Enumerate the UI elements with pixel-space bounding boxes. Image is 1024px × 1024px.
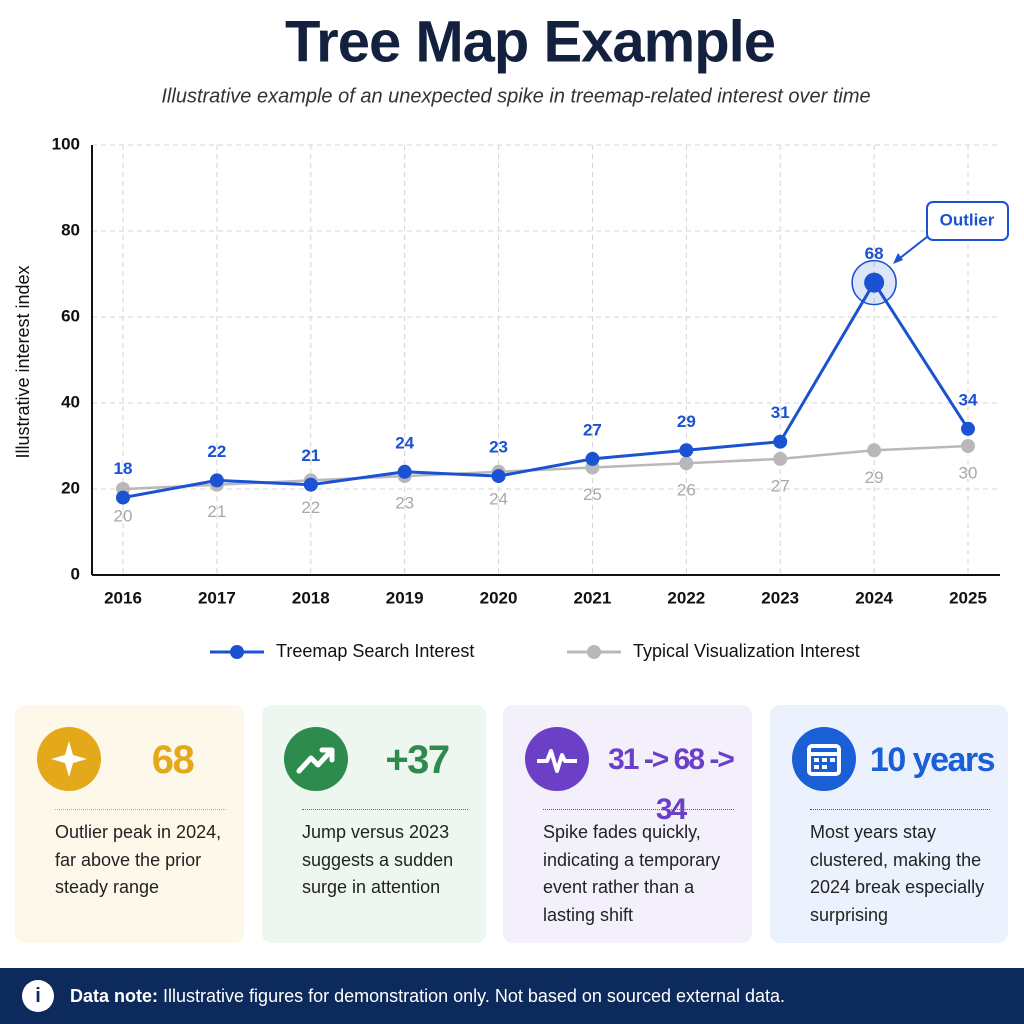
divider (543, 809, 734, 810)
icon (284, 727, 348, 791)
highlight-point (864, 272, 885, 293)
data-point (116, 490, 130, 505)
card-value: 10 years (869, 741, 996, 779)
data-label: 30 (959, 463, 978, 482)
annotation-text: Outlier (940, 210, 995, 229)
data-label: 22 (301, 498, 320, 517)
icon (37, 727, 101, 791)
data-label: 31 (771, 403, 790, 422)
data-label: 21 (301, 446, 320, 465)
y-axis-label: Illustrative interest index (13, 265, 33, 458)
data-point (303, 477, 318, 492)
x-tick-label: 2025 (949, 588, 987, 607)
data-point (773, 451, 788, 466)
data-label: 29 (677, 412, 696, 431)
card-text: Most years stay clustered, making the 20… (810, 822, 985, 925)
data-label: 23 (489, 438, 508, 457)
data-point (867, 443, 882, 458)
x-tick-label: 2024 (855, 588, 893, 607)
x-tick-label: 2018 (292, 588, 330, 607)
legend-marker (587, 645, 601, 659)
card-text: Outlier peak in 2024, far above the prio… (55, 822, 222, 897)
x-tick-label: 2020 (480, 588, 518, 607)
legend-label: Typical Visualization Interest (633, 641, 860, 661)
x-tick-label: 2021 (574, 588, 612, 607)
card-value: 68 (151, 738, 195, 782)
card: 31 -> 68 -> 34 Spike fades quickly, indi… (503, 705, 752, 943)
y-tick-label: 40 (61, 392, 80, 411)
data-label: 21 (207, 502, 226, 521)
note: Data note: Illustrative figures for demo… (70, 986, 785, 1007)
x-tick-label: 2016 (104, 588, 142, 607)
note-label: Data note: (70, 986, 159, 1006)
icon (792, 727, 856, 791)
data-label: 24 (395, 433, 414, 452)
data-point (961, 421, 975, 436)
x-tick-label: 2019 (386, 588, 424, 607)
y-tick-label: 20 (61, 478, 80, 497)
divider (810, 809, 990, 810)
data-label: 68 (865, 244, 884, 263)
x-tick-label: 2023 (761, 588, 799, 607)
data-label: 27 (583, 420, 602, 439)
card-value: 31 -> 68 -> 34 (608, 743, 735, 826)
data-label: 26 (677, 481, 696, 500)
data-point (961, 439, 975, 453)
chart-title: Tree Map Example (285, 9, 775, 74)
annotation-arrow (894, 232, 933, 263)
divider (302, 809, 468, 810)
data-point (585, 451, 600, 466)
card-text: Spike fades quickly, indicating a tempor… (543, 822, 721, 925)
chart: Tree Map Example Illustrative example of… (13, 9, 1009, 661)
data-point (773, 434, 788, 449)
icon (525, 727, 589, 791)
card: +37 Jump versus 2023 suggests a sudden s… (262, 705, 486, 943)
data-label: 18 (114, 459, 133, 478)
data-label: 22 (207, 442, 226, 461)
data-label: 27 (771, 476, 790, 495)
y-tick-label: 0 (71, 564, 80, 583)
card: 10 years Most years stay clustered, maki… (770, 705, 1008, 943)
chart-subtitle: Illustrative example of an unexpected sp… (161, 85, 870, 107)
note-bar: i Data note: Illustrative figures for de… (0, 968, 1024, 1024)
data-point (397, 464, 412, 479)
legend-marker (230, 645, 244, 659)
data-label: 20 (114, 506, 133, 525)
data-label: 23 (395, 494, 414, 513)
card: 68 Outlier peak in 2024, far above the p… (15, 705, 244, 943)
data-label: 25 (583, 485, 602, 504)
data-point (679, 456, 694, 471)
data-label: 24 (489, 489, 508, 508)
card-value: +37 (385, 738, 450, 782)
y-tick-label: 60 (61, 306, 80, 325)
x-tick-label: 2022 (667, 588, 705, 607)
data-label: 34 (959, 390, 978, 409)
arrow-head (893, 253, 903, 264)
y-tick-label: 80 (61, 220, 80, 239)
series-line (122, 279, 970, 500)
x-tick-label: 2017 (198, 588, 236, 607)
card-text: Jump versus 2023 suggests a sudden surge… (302, 822, 454, 897)
legend-label: Treemap Search Interest (276, 641, 474, 661)
annotation-box (926, 201, 1009, 241)
y-tick-label: 100 (52, 134, 80, 153)
data-point (679, 443, 694, 458)
data-point (209, 473, 224, 488)
data-label: 29 (865, 468, 884, 487)
info-icon: i (22, 980, 54, 1012)
divider (55, 809, 226, 810)
data-point (491, 469, 506, 484)
note-text: Illustrative figures for demonstration o… (163, 986, 786, 1006)
